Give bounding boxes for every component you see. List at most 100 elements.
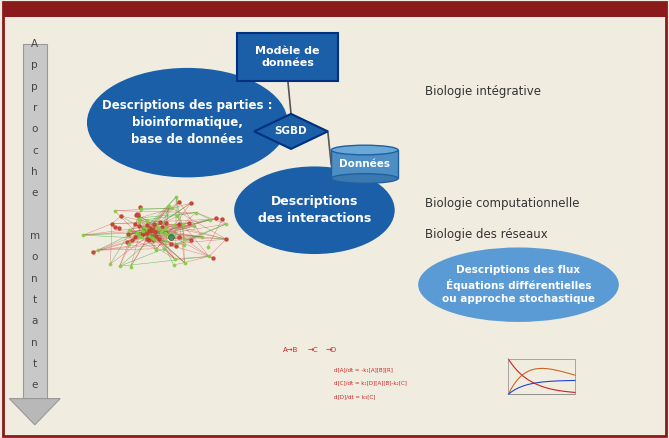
Text: n: n [31, 274, 38, 284]
Point [171, 242, 181, 249]
Point [151, 247, 161, 254]
Text: Descriptions des parties :
bioinformatique,
base de données: Descriptions des parties : bioinformatiq… [102, 99, 272, 146]
Point [211, 215, 221, 222]
Point [205, 216, 216, 223]
Point [154, 236, 165, 243]
Text: o: o [31, 124, 38, 134]
Point [157, 223, 167, 230]
Ellipse shape [418, 247, 619, 322]
Point [114, 224, 124, 231]
Point [88, 249, 98, 256]
Point [217, 215, 227, 223]
Point [155, 218, 166, 225]
Text: a: a [31, 316, 38, 326]
Point [145, 224, 155, 231]
Point [122, 230, 133, 237]
Point [189, 223, 200, 230]
Point [221, 236, 231, 243]
Point [133, 217, 144, 224]
Text: e: e [31, 188, 38, 198]
Point [136, 232, 147, 239]
Point [132, 212, 143, 219]
Text: →C: →C [308, 347, 318, 353]
Point [142, 218, 153, 225]
Point [167, 205, 177, 212]
Text: Biologie des réseaux: Biologie des réseaux [425, 228, 547, 241]
Point [156, 229, 167, 236]
Point [147, 237, 158, 244]
Text: p: p [31, 81, 38, 92]
Text: h: h [31, 167, 38, 177]
Point [130, 211, 141, 218]
Bar [23, 44, 47, 403]
Point [149, 228, 160, 235]
Point [161, 220, 171, 227]
Point [88, 249, 98, 256]
Point [145, 227, 156, 234]
Point [140, 224, 151, 231]
Point [145, 229, 156, 236]
Point [132, 212, 143, 219]
FancyBboxPatch shape [237, 33, 338, 81]
Point [157, 227, 167, 234]
Point [109, 224, 120, 231]
Point [142, 229, 153, 236]
Point [107, 220, 118, 227]
Point [149, 221, 160, 228]
Point [142, 235, 153, 242]
Text: d[A]/dt = -k₁[A][B][R]: d[A]/dt = -k₁[A][B][R] [334, 367, 393, 373]
Text: m: m [29, 231, 40, 241]
Point [173, 198, 184, 205]
Point [142, 225, 153, 232]
Point [169, 255, 180, 262]
Bar [331, 150, 398, 179]
Point [129, 221, 140, 228]
Point [173, 233, 184, 240]
Point [146, 228, 157, 235]
Point [115, 212, 126, 219]
Polygon shape [9, 399, 60, 425]
Point [173, 198, 184, 205]
Point [126, 236, 137, 243]
Text: SGBD: SGBD [275, 127, 307, 136]
Point [168, 222, 179, 229]
Point [185, 200, 196, 207]
Point [197, 233, 207, 240]
Text: d[D]/dt = k₃[C]: d[D]/dt = k₃[C] [334, 394, 376, 399]
Point [172, 213, 183, 220]
Point [151, 233, 161, 240]
Point [125, 263, 136, 270]
Point [220, 221, 231, 228]
Point [139, 226, 150, 233]
Point [146, 228, 157, 235]
Text: e: e [31, 381, 38, 390]
Text: Biologie intégrative: Biologie intégrative [425, 85, 541, 99]
Point [133, 215, 144, 222]
Text: A→B: A→B [284, 347, 298, 353]
Ellipse shape [331, 174, 398, 184]
Point [143, 237, 154, 244]
Point [141, 222, 152, 229]
Point [124, 227, 134, 234]
Point [173, 233, 184, 240]
Point [221, 236, 231, 243]
Point [141, 223, 152, 230]
Point [143, 237, 154, 244]
Point [183, 219, 194, 226]
Text: d[C]/dt = k₁[D][A][B]-k₂[C]: d[C]/dt = k₁[D][A][B]-k₂[C] [334, 381, 407, 386]
Point [92, 247, 103, 254]
Bar [3, 2, 666, 17]
Text: Modèle de
données: Modèle de données [256, 46, 320, 68]
Point [142, 227, 153, 234]
Point [143, 235, 154, 242]
Point [151, 233, 161, 240]
Point [136, 205, 147, 212]
Point [203, 253, 214, 260]
Point [142, 235, 153, 242]
Point [149, 236, 159, 243]
Point [149, 221, 160, 228]
Point [155, 218, 166, 225]
Point [160, 229, 171, 236]
Text: t: t [33, 295, 37, 305]
Text: t: t [33, 359, 37, 369]
